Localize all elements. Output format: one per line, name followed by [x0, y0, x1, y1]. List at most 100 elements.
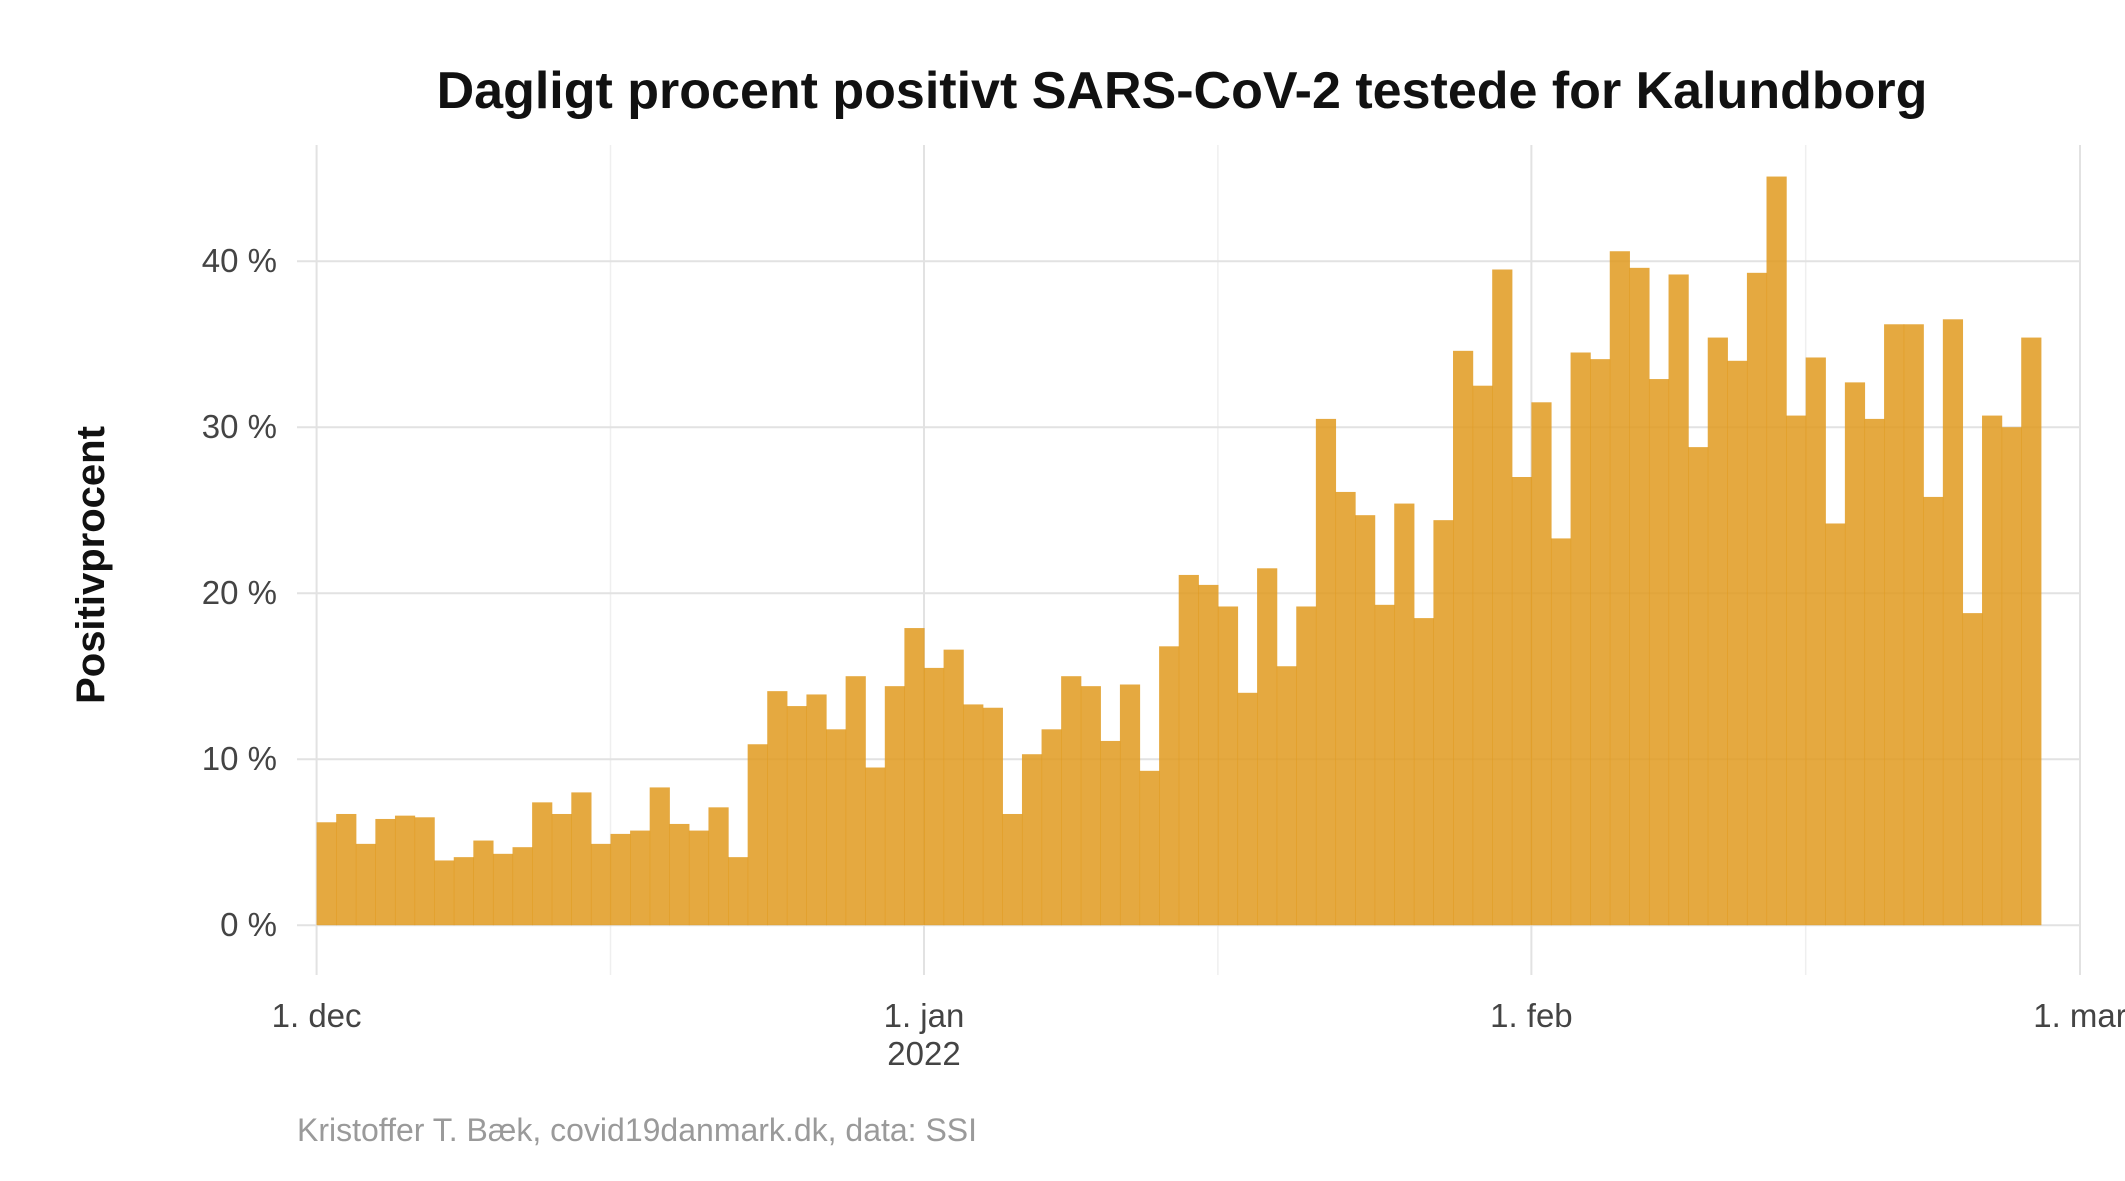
x-tick-label: 1. dec — [272, 997, 362, 1034]
bar — [1159, 646, 1180, 926]
bar — [1903, 324, 1924, 926]
bar — [1100, 740, 1121, 926]
bar — [1394, 503, 1415, 926]
bar — [1139, 770, 1160, 926]
x-tick-label: 1. jan — [884, 997, 965, 1034]
y-tick-label: 0 % — [220, 906, 277, 943]
y-tick-label: 10 % — [202, 740, 277, 777]
y-axis-ticks: 0 % 10 % 20 % 30 % 40 % — [202, 242, 277, 943]
bar — [1590, 359, 1611, 926]
bar — [904, 628, 925, 926]
bar — [336, 813, 357, 926]
bar — [728, 857, 749, 926]
y-axis-label: Positivprocent — [69, 426, 113, 704]
bar — [1746, 272, 1768, 926]
x-tick-label: 1. feb — [1490, 997, 1573, 1034]
bar — [1786, 415, 1807, 926]
bar — [2001, 427, 2022, 926]
bar — [1766, 176, 1787, 926]
bar — [551, 813, 572, 926]
bar — [532, 802, 553, 926]
bar — [845, 676, 866, 926]
bar — [1296, 606, 1317, 926]
bar — [1550, 538, 1572, 926]
bar — [1570, 352, 1591, 926]
bar — [414, 817, 435, 926]
bar — [1198, 584, 1219, 926]
y-tick-label: 30 % — [202, 408, 277, 445]
bar — [1668, 274, 1689, 926]
bar — [2021, 337, 2042, 926]
bar — [571, 792, 592, 926]
bar — [1982, 415, 2003, 926]
bar — [610, 833, 631, 926]
y-tick-label: 20 % — [202, 574, 277, 611]
x-tick-sublabel: 2022 — [887, 1035, 960, 1072]
bar — [1629, 267, 1650, 926]
bar — [375, 818, 396, 926]
bar — [316, 822, 337, 926]
bar — [982, 707, 1003, 926]
bar — [1217, 606, 1239, 926]
bar — [943, 649, 964, 926]
bar — [688, 830, 710, 926]
bar — [1884, 324, 1905, 926]
bar — [1648, 379, 1670, 926]
caption: Kristoffer T. Bæk, covid19danmark.dk, da… — [297, 1112, 977, 1148]
bar — [1805, 357, 1826, 926]
bar — [767, 691, 788, 926]
bar — [492, 853, 514, 926]
bar — [1315, 418, 1337, 926]
bar — [1864, 418, 1885, 926]
bar — [1276, 666, 1297, 926]
bar — [1119, 684, 1141, 926]
bars — [316, 176, 2042, 926]
bar — [826, 729, 847, 926]
bar — [1355, 515, 1376, 926]
bar — [806, 694, 827, 926]
bar — [434, 860, 455, 926]
bar — [512, 847, 533, 926]
y-tick-label: 40 % — [202, 242, 277, 279]
bar — [1413, 618, 1435, 926]
bar — [1433, 520, 1454, 926]
bar — [394, 815, 416, 926]
x-tick-label: 1. mar — [2033, 997, 2125, 1034]
bar — [786, 706, 808, 926]
bar — [1021, 754, 1043, 926]
bar — [649, 787, 670, 926]
bar — [747, 744, 768, 926]
bar — [590, 843, 612, 926]
bar — [1080, 686, 1101, 926]
bar — [630, 830, 651, 926]
bar — [1178, 574, 1199, 926]
bar — [355, 843, 376, 926]
bar — [1727, 360, 1748, 926]
bar — [865, 767, 886, 926]
bar — [1825, 523, 1846, 926]
bar — [1237, 692, 1258, 926]
bar — [1453, 350, 1474, 926]
bar — [1492, 269, 1513, 926]
bar — [1707, 337, 1728, 926]
bar — [1688, 447, 1709, 926]
bar — [963, 704, 984, 926]
bar — [1257, 568, 1278, 926]
bar — [1041, 729, 1062, 926]
bar — [453, 857, 474, 926]
bar — [1061, 676, 1082, 926]
bar — [1472, 385, 1493, 926]
bar — [1374, 604, 1395, 926]
bar — [884, 686, 905, 926]
bar — [1335, 491, 1356, 926]
bar — [1942, 319, 1964, 926]
bar — [1844, 382, 1866, 926]
bar — [708, 807, 729, 926]
bar — [1609, 251, 1630, 926]
bar — [473, 840, 494, 926]
chart-title: Dagligt procent positivt SARS-CoV-2 test… — [437, 62, 1928, 120]
bar — [669, 823, 690, 926]
bar — [1962, 613, 1983, 926]
